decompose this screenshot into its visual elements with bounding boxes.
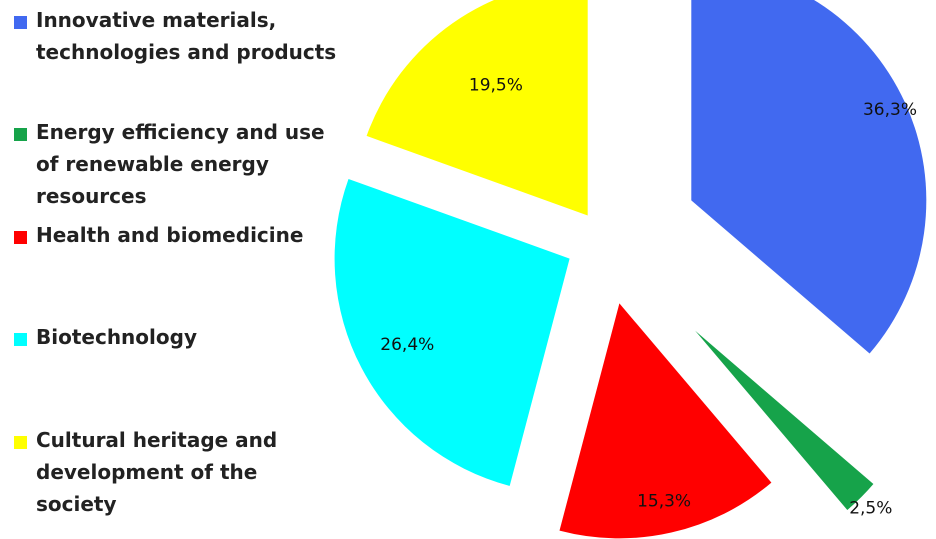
data-label: 26,4% <box>380 335 434 355</box>
data-label: 2,5% <box>849 499 892 519</box>
data-label: 19,5% <box>469 76 523 96</box>
legend-label: Biotechnology <box>36 325 197 349</box>
slice-biotechnology <box>334 179 570 486</box>
legend-swatch <box>14 333 27 346</box>
legend-swatch <box>14 16 27 29</box>
legend-swatch <box>14 128 27 141</box>
data-label: 15,3% <box>637 492 691 512</box>
legend-label: Innovative materials, technologies and p… <box>36 8 337 64</box>
legend-swatch <box>14 231 27 244</box>
slice-cultural-heritage <box>366 0 588 216</box>
legend-label: Cultural heritage and development of the… <box>36 428 278 516</box>
pie-slices <box>334 0 927 539</box>
slice-innovative-materials <box>691 0 927 354</box>
legend-label: Energy efficiency and use of renewable e… <box>36 120 325 208</box>
legend-swatch <box>14 436 27 449</box>
slice-health-biomedicine <box>559 303 772 539</box>
slice-energy-efficiency <box>695 330 874 510</box>
legend-label: Health and biomedicine <box>36 223 304 247</box>
pie-data-labels: 36,3% 2,5% 15,3% 26,4% 19,5% <box>380 76 917 519</box>
data-label: 36,3% <box>863 100 917 120</box>
